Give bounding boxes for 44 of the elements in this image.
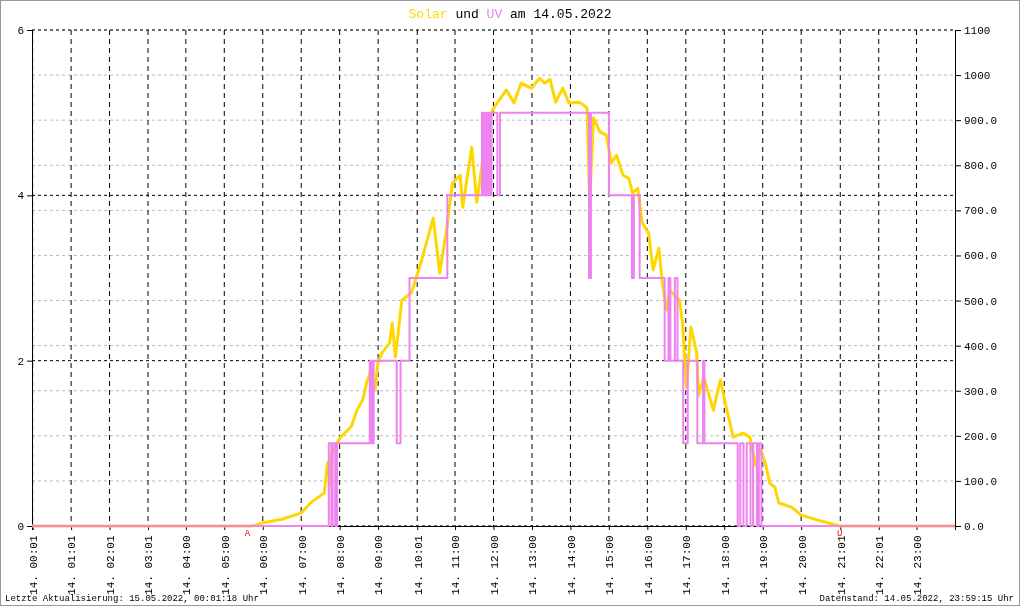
text: Datenstand: 14.05.2022, 23:59:15 Uhr — [819, 594, 1014, 604]
x-tick-label: 14. 08:00 — [335, 535, 348, 595]
x-tick-label: 14. 23:00 — [911, 535, 924, 595]
x-tick-label: 14. 22:01 — [874, 535, 887, 595]
y2-tick-label: 800.0 — [964, 160, 998, 173]
x-tick-label: 14. 05:00 — [219, 535, 232, 595]
y2-tick-label: 100.0 — [964, 475, 998, 488]
x-tick-label: 14. 21:01 — [835, 535, 848, 595]
x-tick-label: 14. 14:00 — [565, 535, 578, 595]
y-tick-label: 0 — [17, 521, 24, 534]
x-tick-label: 14. 11:00 — [450, 535, 463, 595]
y2-tick-label: 400.0 — [964, 340, 998, 353]
y2-tick-label: 700.0 — [964, 205, 998, 218]
y2-tick-label: 0.0 — [964, 521, 984, 534]
y2-tick-label: 1100 — [964, 25, 991, 38]
y-tick-label: 2 — [17, 355, 24, 368]
x-tick-label: 14. 17:00 — [681, 535, 694, 595]
y2-tick-label: 600.0 — [964, 250, 998, 263]
x-tick-label: 14. 19:00 — [758, 535, 771, 595]
x-tick-label: 14. 15:00 — [604, 535, 617, 595]
x-tick-label: 14. 04:00 — [181, 535, 194, 595]
y2-tick-label: 900.0 — [964, 115, 998, 128]
y2-tick-label: 500.0 — [964, 295, 998, 308]
x-tick-label: 14. 06:00 — [258, 535, 271, 595]
x-tick-label: 14. 16:00 — [642, 535, 655, 595]
y2-tick-label: 1000 — [964, 70, 991, 83]
x-tick-label: 14. 20:00 — [796, 535, 809, 595]
text: Letzte Aktualisierung: 15.05.2022, 00:01:18 Uhr — [5, 594, 259, 604]
x-tick-label: 14. 12:00 — [488, 535, 501, 595]
x-tick-label: 14. 09:00 — [373, 535, 386, 595]
x-tick-label: 14. 02:01 — [104, 535, 117, 595]
y-tick-label: 4 — [17, 190, 25, 203]
x-tick-label: 14. 18:00 — [719, 535, 732, 595]
annotation: A — [244, 529, 251, 539]
y-tick-label: 6 — [17, 25, 24, 38]
x-tick-label: 14. 00:01 — [27, 535, 40, 595]
x-tick-label: 14. 03:01 — [143, 535, 156, 595]
chart-title: Solar und UV am 14.05.2022 — [408, 7, 612, 22]
x-tick-label: 14. 13:00 — [527, 535, 540, 595]
x-tick-label: 14. 10:01 — [412, 535, 425, 595]
x-tick-label: 14. 07:00 — [296, 535, 309, 595]
y2-tick-label: 300.0 — [964, 385, 998, 398]
x-tick-label: 14. 01:01 — [66, 535, 79, 595]
y2-tick-label: 200.0 — [964, 430, 998, 443]
